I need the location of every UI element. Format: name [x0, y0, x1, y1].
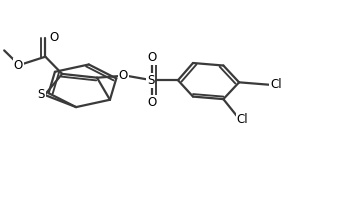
Text: S: S — [147, 74, 155, 87]
Text: O: O — [147, 51, 156, 64]
Text: Cl: Cl — [270, 78, 282, 91]
Text: O: O — [50, 31, 59, 44]
Text: Cl: Cl — [237, 113, 248, 126]
Text: O: O — [119, 69, 128, 82]
Text: O: O — [14, 59, 23, 72]
Text: O: O — [147, 96, 156, 109]
Text: S: S — [37, 88, 45, 101]
